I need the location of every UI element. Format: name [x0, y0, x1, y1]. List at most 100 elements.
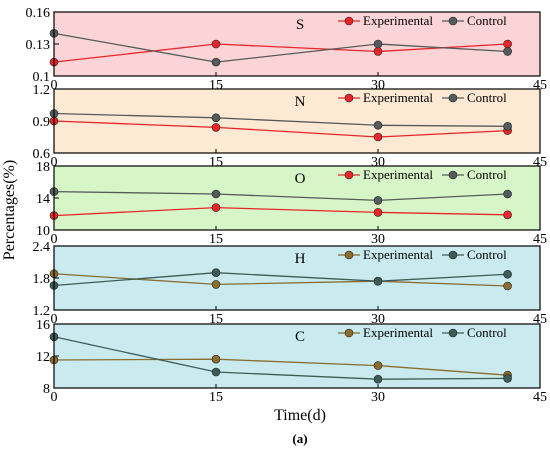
panel-label: H — [295, 251, 306, 267]
data-point-experimental — [373, 361, 383, 370]
series-line-control — [53, 336, 508, 380]
chart-panel-h: 1.2 1.8 2.4 0 15 30 45 H Experimental Control — [33, 240, 548, 327]
series-line-experimental — [53, 120, 508, 138]
chart-panel-n: 0.60.91.20 15 30 45N Experimental Control — [33, 83, 548, 170]
y-tick-label: 0.1 — [33, 70, 51, 85]
data-point-experimental — [211, 39, 221, 49]
chart-panel-s: 0.10.130.160 15 30 45S Experimental Control — [26, 6, 548, 93]
legend-swatch-marker — [344, 93, 354, 103]
y-tick-label: 18 — [36, 160, 50, 175]
legend-swatch-marker — [448, 170, 458, 180]
chart-panel-c: 8 12 16 0 15 30 45 C Experimental Control — [36, 318, 547, 405]
data-point-control — [503, 189, 512, 199]
data-point-control — [503, 122, 512, 131]
series-line-control — [53, 32, 508, 63]
y-tick-label: 16 — [36, 318, 50, 333]
legend-swatch-marker — [344, 170, 354, 180]
data-point-control — [373, 196, 383, 205]
panel-label: C — [295, 329, 305, 345]
x-tick-label: 0 — [51, 312, 58, 327]
legend-label: Experimental — [363, 13, 433, 28]
series-line-control — [53, 112, 508, 127]
data-point-experimental — [211, 123, 221, 132]
legend-swatch-marker — [448, 328, 458, 338]
x-tick-label: 0 — [51, 78, 58, 93]
data-point-control — [211, 189, 221, 199]
chart-panel-o: 10 14 18 0 15 30 45 O Experimental Control — [36, 160, 547, 247]
x-axis-title: Time(d) — [274, 407, 326, 424]
data-point-control — [373, 39, 383, 49]
legend-label: Control — [467, 167, 507, 182]
data-point-experimental — [211, 203, 221, 212]
legend-swatch-marker — [344, 328, 354, 338]
data-point-control — [211, 268, 221, 277]
y-axis-title: Percentages(%) — [1, 160, 18, 260]
data-point-experimental — [503, 281, 512, 291]
y-tick-label: 14 — [36, 192, 50, 207]
figure-caption: (a) — [292, 431, 307, 446]
y-tick-label: 8 — [43, 382, 50, 397]
panel-label: N — [295, 94, 306, 110]
legend-label: Control — [467, 247, 507, 262]
data-point-control — [373, 276, 383, 286]
data-point-control — [373, 374, 383, 384]
legend-swatch-marker — [448, 16, 458, 26]
data-point-experimental — [373, 47, 383, 56]
series-line-control — [53, 272, 508, 287]
y-tick-label: 1.2 — [33, 83, 51, 98]
x-tick-label: 15 — [209, 232, 223, 247]
data-point-experimental — [373, 208, 383, 217]
y-tick-label: 0.13 — [26, 38, 51, 53]
plot-frame — [53, 245, 541, 311]
data-point-control — [503, 47, 512, 56]
series-line-control — [53, 190, 508, 202]
legend-swatch-marker — [448, 93, 458, 103]
legend-label: Control — [467, 325, 507, 340]
data-point-control — [211, 57, 221, 67]
plot-frame — [53, 11, 541, 77]
plot-frame — [53, 88, 541, 154]
y-tick-label: 12 — [36, 350, 50, 365]
legend-swatch-marker — [344, 16, 354, 26]
plot-frame — [53, 323, 541, 389]
x-tick-label: 30 — [371, 232, 385, 247]
legend-swatch-marker — [448, 250, 458, 260]
data-point-control — [211, 113, 221, 123]
y-tick-label: 0.6 — [33, 147, 51, 162]
legend-label: Experimental — [363, 90, 433, 105]
x-tick-label: 15 — [209, 390, 223, 405]
plot-background — [54, 324, 540, 388]
data-point-control — [503, 374, 512, 383]
data-point-experimental — [373, 132, 383, 142]
x-tick-label: 0 — [51, 155, 58, 170]
data-point-experimental — [503, 39, 512, 49]
series-line-experimental — [53, 358, 508, 376]
data-point-control — [503, 269, 512, 279]
data-point-control — [373, 120, 383, 130]
x-tick-label: 15 — [209, 312, 223, 327]
plot-background — [54, 166, 540, 230]
legend-label: Experimental — [363, 167, 433, 182]
data-point-experimental — [503, 210, 512, 220]
panel-label: S — [296, 17, 304, 33]
y-tick-label: 0.16 — [26, 6, 51, 21]
x-tick-label: 45 — [533, 232, 547, 247]
y-tick-label: 10 — [36, 224, 50, 239]
x-tick-label: 30 — [371, 312, 385, 327]
series-line-experimental — [53, 206, 508, 217]
legend-label: Experimental — [363, 247, 433, 262]
legend-swatch-marker — [344, 250, 354, 260]
x-tick-label: 0 — [51, 232, 58, 247]
panels: 0.1 0.13 0.16 0 15 30 45 S Experimental Control 0.… — [26, 6, 548, 405]
x-tick-label: 45 — [533, 390, 547, 405]
data-point-experimental — [211, 280, 221, 289]
y-tick-label: 2.4 — [33, 240, 51, 255]
panel-label: O — [295, 171, 306, 187]
x-tick-label: 0 — [51, 390, 58, 405]
x-tick-label: 45 — [533, 312, 547, 327]
plot-background — [54, 246, 540, 310]
x-tick-label: 30 — [371, 390, 385, 405]
legend-label: Control — [467, 90, 507, 105]
y-tick-label: 1.8 — [33, 272, 51, 287]
